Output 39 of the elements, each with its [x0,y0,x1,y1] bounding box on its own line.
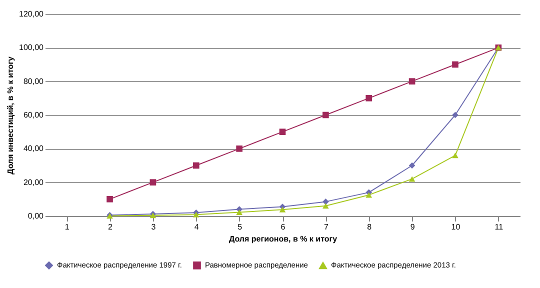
x-tick-label: 10 [451,222,461,232]
point [366,192,372,198]
x-axis-title: Доля регионов, в % к итогу [228,234,338,244]
point [408,176,416,182]
point [236,146,242,152]
point [279,128,286,135]
x-tick-label: 7 [324,222,329,232]
point [452,152,458,158]
x-tick-label: 2 [108,222,114,232]
y-tick-label: 100,00 [19,43,44,52]
x-tick-label: 9 [410,222,416,232]
point [322,203,329,209]
y-tick-label: 20,00 [23,178,44,187]
point [106,196,113,202]
point [279,206,286,212]
point [366,95,372,102]
point [150,179,156,186]
point [408,162,416,169]
point [452,112,458,118]
point [192,212,200,218]
y-tick-label: 0,00 [28,212,44,220]
x-tick-label: 8 [367,222,372,232]
point [322,198,329,205]
y-tick-label: 120,00 [19,10,44,18]
x-tick-label: 11 [494,222,504,232]
y-axis-title: Доля инвестиций, в % к итогу [6,56,16,174]
point [192,162,200,169]
x-tick-label: 1 [64,222,70,232]
y-tick-label: 40,00 [23,144,44,154]
x-tick-label: 4 [194,222,200,232]
point [322,112,329,118]
x-tick-label: 5 [238,222,243,232]
point [408,78,416,84]
point [452,61,458,68]
x-tick-label: 6 [280,222,286,232]
y-tick-label: 60,00 [23,110,44,120]
point [236,210,242,216]
x-tick-label: 3 [151,222,156,232]
y-tick-label: 80,00 [23,76,44,86]
